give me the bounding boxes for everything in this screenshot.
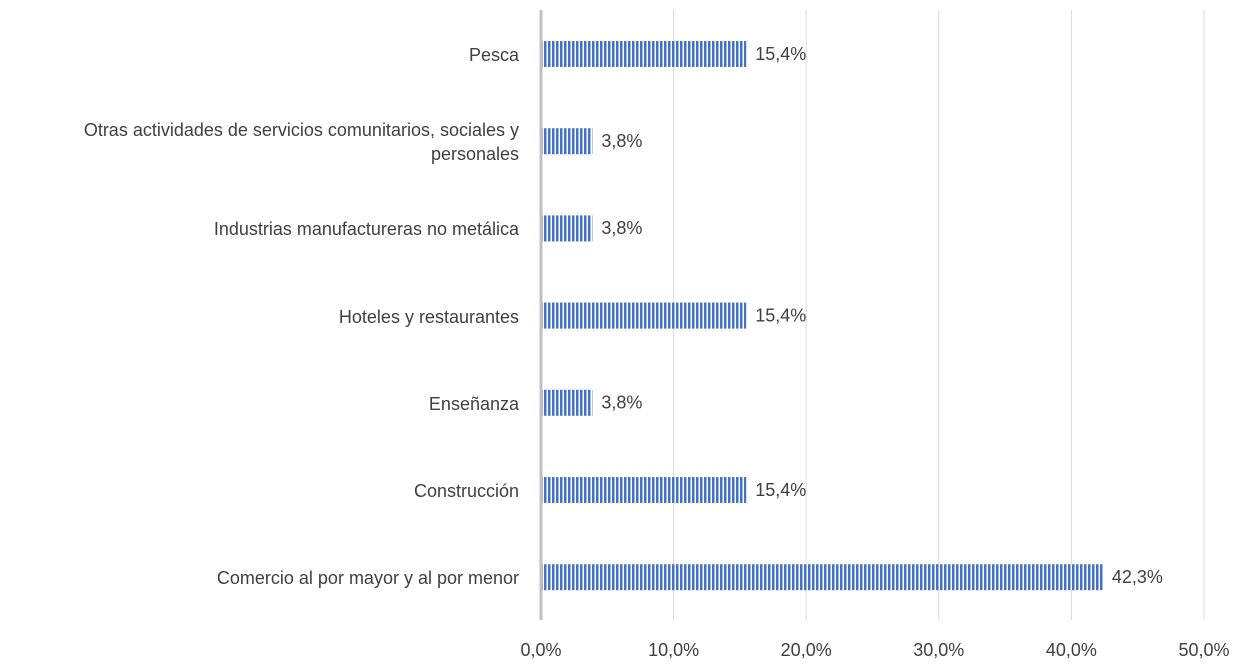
category-label: Pesca xyxy=(468,45,519,65)
category-label: Industrias manufactureras no metálica xyxy=(213,219,519,240)
data-label: 3,8% xyxy=(601,218,642,238)
bar xyxy=(542,389,593,416)
bar xyxy=(542,128,593,155)
data-label: 15,4% xyxy=(755,480,806,500)
bar xyxy=(542,477,747,503)
category-label: Otras actividades de servicios comunitar… xyxy=(83,120,519,165)
x-tick-label: 0,0% xyxy=(520,640,561,660)
x-tick-label: 30,0% xyxy=(913,640,964,660)
x-tick-label: 50,0% xyxy=(1178,640,1229,660)
data-label: 3,8% xyxy=(601,393,642,413)
category-label: Hoteles y restaurantes xyxy=(338,306,519,327)
bar xyxy=(542,564,1103,591)
data-label: 15,4% xyxy=(755,44,806,64)
category-label: Comercio al por mayor y al por menor xyxy=(216,568,519,589)
data-label: 15,4% xyxy=(755,305,806,325)
bar xyxy=(542,302,747,329)
category-label: Enseñanza xyxy=(428,393,519,414)
data-label: 3,8% xyxy=(601,131,642,151)
data-label: 42,3% xyxy=(1112,567,1163,587)
x-tick-label: 10,0% xyxy=(648,640,699,660)
bar xyxy=(542,41,747,67)
category-label: Construcción xyxy=(413,481,519,501)
x-tick-label: 40,0% xyxy=(1046,640,1097,660)
x-tick-label: 20,0% xyxy=(781,640,832,660)
bar xyxy=(542,215,593,242)
